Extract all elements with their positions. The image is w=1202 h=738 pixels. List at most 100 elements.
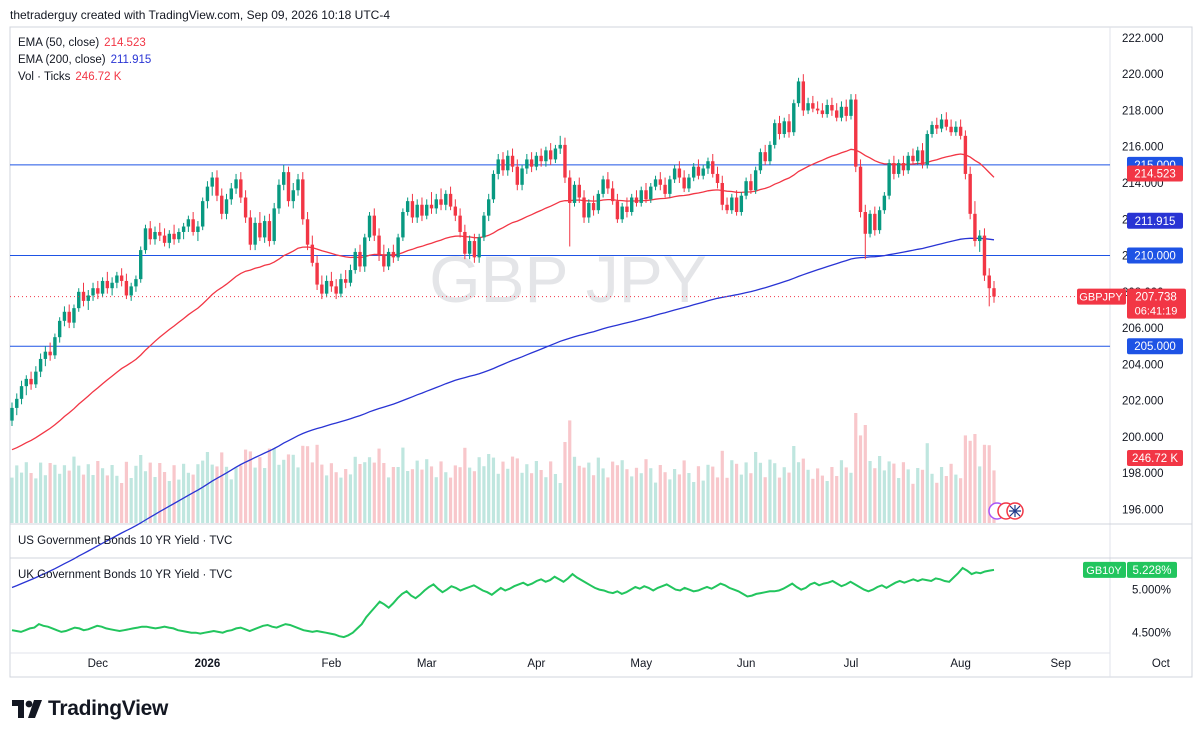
candle-body [467, 241, 472, 254]
candle-body [548, 150, 553, 160]
candle [739, 192, 744, 216]
candle-body [286, 172, 291, 202]
candle [177, 228, 181, 243]
us-yield-pane-title: US Government Bonds 10 YR Yield · TVC [18, 535, 232, 547]
volume-bar [630, 476, 634, 523]
ema200-line [11, 237, 995, 589]
volume-bar [730, 460, 734, 523]
volume-bar [811, 478, 815, 523]
ema200-path [11, 237, 995, 589]
candle [158, 222, 162, 242]
candle-body [405, 201, 410, 213]
volume-bar [348, 474, 353, 523]
flag-event-icons[interactable] [988, 502, 1024, 520]
candle [830, 97, 834, 116]
volume-bar [992, 470, 996, 523]
candle [529, 152, 534, 173]
candle-body [72, 308, 76, 323]
uk-yield-tag: GB10Y 5.228% [1083, 561, 1177, 578]
volume-bar [463, 447, 467, 523]
volume-bar [968, 440, 972, 523]
candle [734, 190, 739, 216]
volume-bar [591, 475, 596, 523]
candle [115, 271, 119, 289]
yield-axis[interactable]: 4.500% 5.000% [1132, 585, 1171, 640]
candle-body [391, 251, 396, 258]
candle [720, 175, 724, 211]
candle [839, 101, 844, 122]
candle-body [877, 210, 882, 231]
volume-bar [901, 462, 906, 523]
candle-body [939, 119, 944, 129]
volume-tag: 246.72 K [1132, 453, 1178, 465]
candle-body [715, 173, 720, 183]
time-axis-label: Aug [950, 658, 970, 670]
candle-body [320, 284, 324, 294]
candle [787, 114, 791, 138]
candle-body [625, 206, 629, 213]
candle [553, 144, 558, 164]
candle [77, 288, 81, 312]
yield-symbol-tag: GB10Y [1086, 565, 1122, 577]
tradingview-logo[interactable]: TradingView [12, 697, 168, 721]
candle-body [453, 206, 458, 216]
candle-body [844, 106, 848, 116]
candle [143, 224, 148, 254]
volume-bar [544, 477, 548, 523]
candle-body [963, 135, 968, 174]
price-tick-label: 202.000 [1122, 396, 1164, 408]
candle-body [834, 110, 839, 118]
volume-bar [816, 468, 820, 523]
volume-bar [920, 469, 925, 523]
volume-bar [234, 467, 238, 523]
candle [186, 215, 191, 232]
volume-bar [115, 475, 119, 523]
volume-bar [263, 468, 267, 523]
volume-bar [549, 461, 553, 523]
volume-bar [882, 470, 886, 523]
candle [91, 282, 95, 301]
volume-bar [587, 462, 591, 523]
volume-bar [425, 459, 429, 523]
volume-bar [987, 445, 991, 523]
candle-body [348, 270, 353, 283]
candle [892, 155, 896, 180]
candle [715, 166, 720, 189]
volume-bar [873, 468, 877, 523]
chart-canvas[interactable]: GBP JPY 196.000198.000200.000202.000204.… [0, 0, 1202, 690]
candle [854, 94, 858, 173]
volume-bar [153, 477, 157, 523]
candle [43, 346, 48, 367]
volume-bar [182, 463, 186, 523]
volume-bar [568, 420, 572, 523]
uk-yield-line [11, 566, 995, 639]
volume-bar [839, 460, 844, 523]
volume-bar [944, 476, 948, 523]
candle [572, 181, 577, 207]
time-axis-label: Feb [321, 658, 341, 670]
time-axis[interactable]: Dec 2026 Feb Mar Apr May Jun Jul Aug Sep Oct [88, 658, 1171, 670]
candle-body [220, 195, 224, 214]
candle-body [367, 215, 372, 238]
volume-bar [796, 462, 801, 523]
candle-body [734, 197, 739, 213]
volume-bar [634, 467, 639, 523]
candle-body [177, 231, 181, 240]
volume-bar [558, 483, 562, 523]
candle [844, 99, 848, 122]
volume-bar [277, 464, 281, 523]
volume-bar [120, 483, 124, 523]
candle [57, 317, 62, 343]
candle [277, 179, 281, 214]
candle-body [167, 233, 172, 243]
price-tick-label: 222.000 [1122, 33, 1164, 45]
candle [672, 164, 677, 183]
candle-body [482, 215, 486, 238]
candle [582, 190, 586, 223]
candle-body [38, 358, 43, 372]
volume-bar [286, 454, 291, 523]
candle [129, 282, 133, 301]
volume-bar [158, 463, 162, 523]
candle [544, 146, 548, 167]
volume-bar [258, 457, 262, 523]
